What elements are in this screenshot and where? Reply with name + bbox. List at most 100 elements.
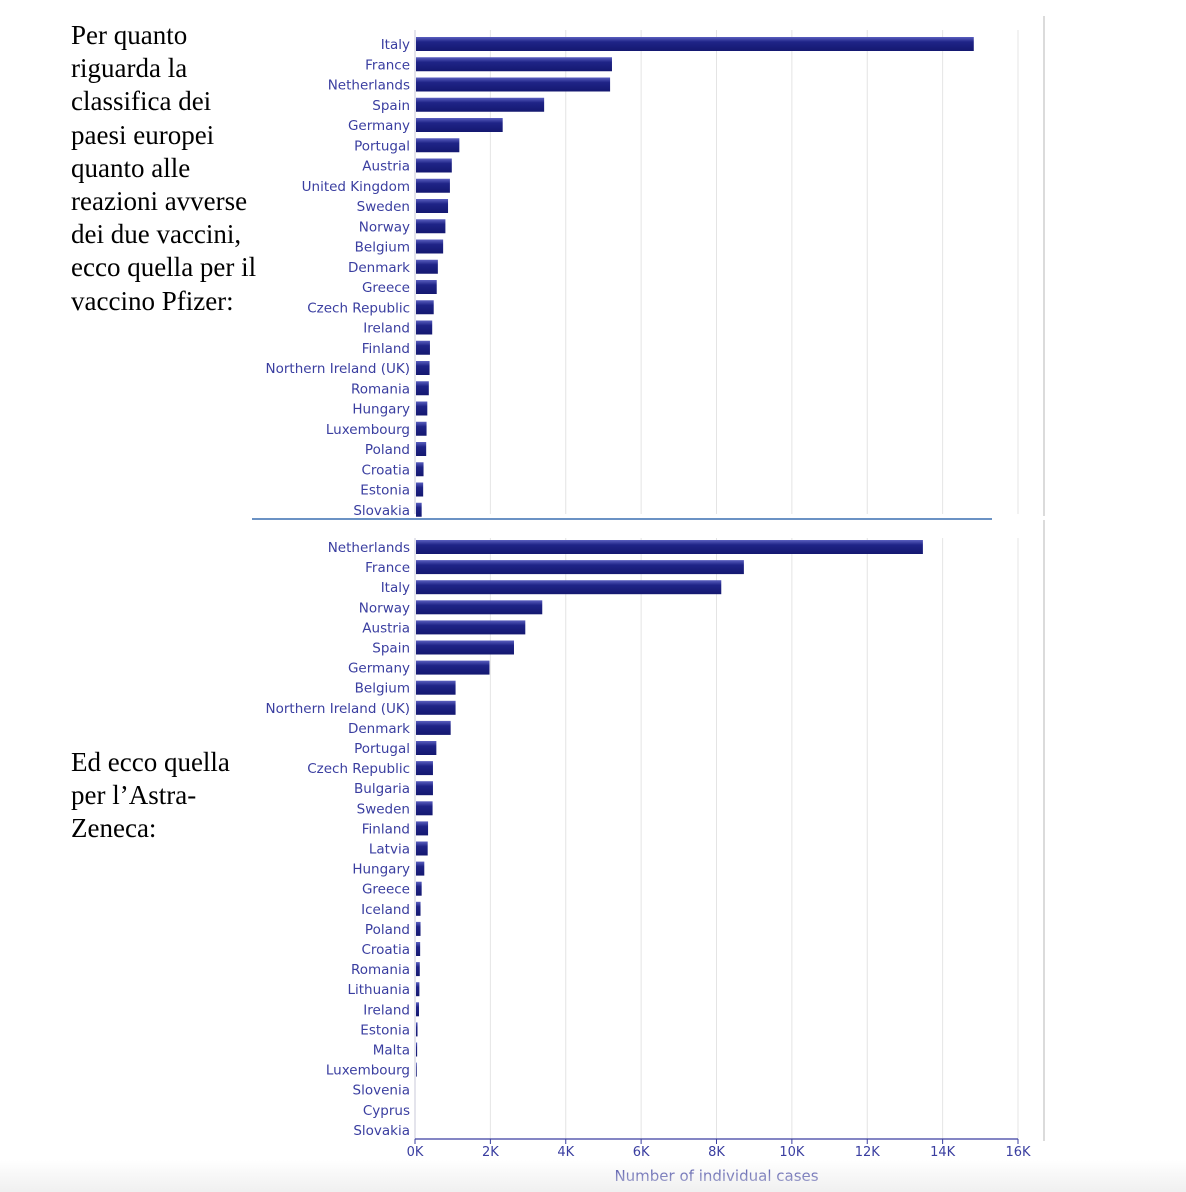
astrazeneca-category-label: Netherlands — [328, 540, 410, 556]
astrazeneca-category-label: Cyprus — [363, 1103, 410, 1119]
pfizer-bar[interactable] — [416, 97, 545, 112]
astrazeneca-bar[interactable] — [416, 801, 433, 816]
pfizer-category-label: Finland — [362, 341, 410, 357]
caption-pfizer: Per quanto riguarda la classifica dei pa… — [71, 20, 257, 316]
pfizer-bar[interactable] — [416, 442, 427, 456]
astrazeneca-bar[interactable] — [416, 700, 456, 715]
pfizer-category-label: Austria — [362, 159, 410, 175]
astrazeneca-category-label: Spain — [372, 641, 410, 657]
pfizer-category-label: Ireland — [363, 321, 410, 337]
astrazeneca-bar[interactable] — [416, 1062, 417, 1077]
astrazeneca-category-label: Northern Ireland (UK) — [266, 701, 410, 717]
pfizer-category-label: Croatia — [361, 462, 410, 478]
pfizer-bar[interactable] — [416, 219, 446, 234]
astrazeneca-bar[interactable] — [416, 640, 514, 655]
astrazeneca-bar[interactable] — [416, 1002, 420, 1017]
astrazeneca-bar[interactable] — [416, 781, 433, 796]
astrazeneca-category-label: Austria — [362, 620, 410, 636]
astrazeneca-x-tick-label: 2K — [482, 1145, 499, 1160]
astrazeneca-bar[interactable] — [416, 962, 420, 977]
pfizer-bar[interactable] — [416, 320, 433, 335]
astrazeneca-x-tick-label: 0K — [407, 1145, 424, 1160]
pfizer-bar[interactable] — [416, 138, 460, 153]
pfizer-bar[interactable] — [416, 361, 430, 375]
astrazeneca-bar[interactable] — [416, 942, 421, 956]
pfizer-bar[interactable] — [416, 280, 437, 294]
astrazeneca-x-tick-label: 12K — [855, 1145, 881, 1160]
pfizer-bar[interactable] — [416, 462, 424, 477]
pfizer-category-label: United Kingdom — [302, 179, 410, 195]
astrazeneca-bar[interactable] — [416, 921, 421, 936]
astrazeneca-bar[interactable] — [416, 680, 456, 695]
astrazeneca-bar[interactable] — [416, 901, 421, 916]
pfizer-bar[interactable] — [416, 502, 422, 517]
pfizer-bar[interactable] — [416, 118, 503, 132]
astrazeneca-category-label: Italy — [381, 580, 410, 596]
astrazeneca-category-label: Iceland — [361, 902, 410, 918]
astrazeneca-bar[interactable] — [416, 1022, 418, 1037]
pfizer-bar[interactable] — [416, 340, 430, 355]
astrazeneca-category-label: Czech Republic — [307, 761, 410, 777]
astrazeneca-bar[interactable] — [416, 841, 428, 856]
astrazeneca-category-label: Croatia — [361, 942, 410, 958]
pfizer-bar[interactable] — [416, 259, 438, 274]
pfizer-bar[interactable] — [416, 300, 434, 315]
astrazeneca-bar[interactable] — [416, 560, 744, 575]
astrazeneca-bar[interactable] — [416, 821, 429, 836]
astrazeneca-category-label: Portugal — [354, 741, 410, 757]
astrazeneca-chart: Netherlands France Italy Norway Austria Spain… — [266, 520, 1045, 1185]
astrazeneca-bar[interactable] — [416, 540, 923, 554]
astrazeneca-category-label: Hungary — [352, 862, 410, 878]
astrazeneca-bar[interactable] — [416, 720, 451, 735]
astrazeneca-bar[interactable] — [416, 600, 543, 615]
pfizer-category-label: France — [365, 57, 410, 73]
pfizer-category-label: Slovakia — [353, 503, 410, 519]
astrazeneca-category-label: Bulgaria — [354, 781, 410, 797]
astrazeneca-x-tick-label: 6K — [633, 1145, 650, 1160]
astrazeneca-category-label: Latvia — [369, 842, 410, 858]
pfizer-bar[interactable] — [416, 77, 611, 92]
astrazeneca-bar[interactable] — [416, 861, 425, 876]
pfizer-bar[interactable] — [416, 158, 452, 173]
astrazeneca-category-label: Romania — [351, 962, 410, 978]
astrazeneca-category-label: Slovenia — [353, 1083, 410, 1099]
pfizer-bar[interactable] — [416, 401, 428, 416]
astrazeneca-bar[interactable] — [416, 982, 420, 997]
astrazeneca-bar[interactable] — [416, 660, 490, 675]
pfizer-category-label: Romania — [351, 381, 410, 397]
astrazeneca-bar[interactable] — [416, 881, 422, 896]
pfizer-bar[interactable] — [416, 57, 612, 72]
pfizer-category-label: Hungary — [352, 402, 410, 418]
pfizer-bar[interactable] — [416, 239, 444, 254]
astrazeneca-x-axis-title: Number of individual cases — [614, 1167, 818, 1185]
astrazeneca-bar[interactable] — [416, 761, 433, 776]
pfizer-category-label: Sweden — [357, 199, 410, 215]
astrazeneca-bar[interactable] — [416, 741, 437, 755]
pfizer-bar[interactable] — [416, 421, 427, 436]
pfizer-bar[interactable] — [416, 37, 974, 51]
astrazeneca-category-label: France — [365, 560, 410, 576]
pfizer-category-label: Greece — [362, 280, 410, 296]
pfizer-category-label: Luxembourg — [326, 422, 410, 438]
pfizer-bar[interactable] — [416, 381, 429, 396]
astrazeneca-bar[interactable] — [416, 1042, 418, 1057]
pfizer-category-label: Spain — [372, 98, 410, 114]
pfizer-category-label: Belgium — [355, 240, 410, 256]
pfizer-chart: Italy France Netherlands Spain Germany Portug… — [252, 16, 1045, 520]
pfizer-category-label: Norway — [359, 219, 410, 235]
pfizer-bar[interactable] — [416, 178, 450, 193]
astrazeneca-category-label: Finland — [362, 821, 410, 837]
pfizer-bar[interactable] — [416, 482, 424, 497]
astrazeneca-bar[interactable] — [416, 580, 722, 595]
astrazeneca-category-label: Ireland — [363, 1002, 410, 1018]
astrazeneca-bar[interactable] — [416, 620, 526, 635]
pfizer-bar[interactable] — [416, 199, 449, 213]
pfizer-category-label: Estonia — [360, 483, 410, 499]
pfizer-category-label: Denmark — [348, 260, 410, 276]
astrazeneca-x-tick-label: 8K — [708, 1145, 725, 1160]
pfizer-category-label: Italy — [381, 37, 410, 53]
astrazeneca-category-label: Luxembourg — [326, 1063, 410, 1079]
astrazeneca-category-label: Sweden — [357, 801, 410, 817]
